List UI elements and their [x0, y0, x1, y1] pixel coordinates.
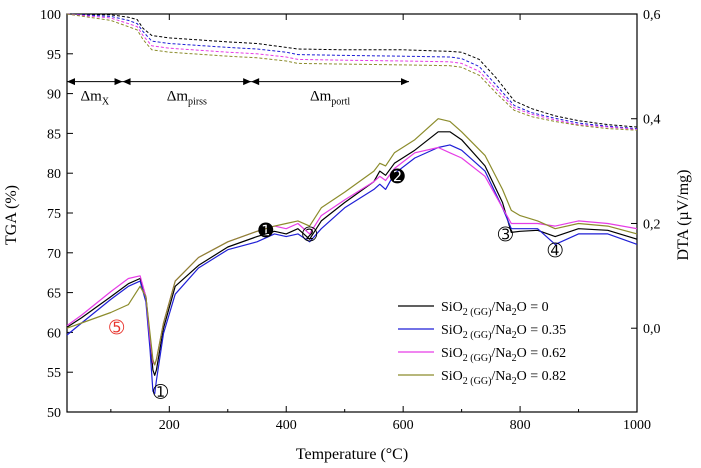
arrow-head-right-icon [243, 78, 252, 86]
peak-marker: ➋ [390, 166, 405, 186]
delta-m-label: ΔmX [80, 89, 109, 108]
x-tick-label: 600 [393, 418, 414, 433]
y-left-tick-label: 75 [47, 207, 61, 222]
arrow-head-left-icon [122, 78, 131, 86]
delta-m-label: Δmportl [310, 89, 350, 108]
y-left-tick-label: 55 [47, 366, 61, 381]
tga-curve-series-0 [66, 13, 638, 128]
y-left-tick-label: 80 [47, 167, 61, 182]
y-right-tick-label: 0,2 [643, 217, 661, 232]
y-left-axis-title: TGA (%) [3, 185, 20, 245]
legend-label-3: SiO2 (GG)/Na2O = 0.82 [441, 369, 566, 387]
delta-m-label: Δmpirss [167, 89, 207, 108]
arrow-head-right-icon [401, 78, 409, 86]
x-tick-label: 1000 [623, 418, 651, 433]
peak-marker: ➀ [153, 382, 168, 402]
peak-marker: ➁ [302, 224, 317, 244]
delta-m-label-main: Δm [167, 89, 189, 105]
arrow-head-left-icon [67, 78, 75, 86]
legend-label-2: SiO2 (GG)/Na2O = 0.62 [441, 346, 566, 364]
y-left-tick-label: 50 [47, 406, 61, 421]
axis-ticks: 200 400 600 800 1000 50 55 60 65 70 75 80 85 90 95 100 0… [40, 8, 661, 433]
y-right-tick-label: 0,0 [643, 322, 661, 337]
delta-m-label-main: Δm [80, 89, 102, 105]
y-right-tick-label: 0,6 [643, 8, 661, 23]
peak-marker: ➊ [258, 221, 273, 241]
y-right-tick-label: 0,4 [643, 113, 661, 128]
x-axis-title: Temperature (°C) [296, 446, 408, 463]
legend: SiO2 (GG)/Na2O = 0 SiO2 (GG)/Na2O = 0.35 S… [398, 300, 566, 387]
y-left-tick-label: 65 [47, 287, 61, 302]
legend-label-1: SiO2 (GG)/Na2O = 0.35 [441, 323, 566, 341]
arrow-head-left-icon [251, 78, 260, 86]
y-right-axis-title: DTA (µV/mg) [675, 169, 692, 260]
y-left-tick-label: 90 [47, 88, 61, 103]
dta-curve-series-1 [66, 144, 638, 395]
arrow-head-right-icon [114, 78, 123, 86]
series-layer [66, 13, 638, 395]
peak-marker: ➃ [548, 240, 563, 260]
legend-label-0: SiO2 (GG)/Na2O = 0 [441, 300, 549, 318]
delta-m-label-main: Δm [310, 89, 332, 105]
y-left-tick-label: 60 [47, 326, 61, 341]
x-tick-label: 400 [276, 418, 297, 433]
tga-curve-series-3 [66, 13, 638, 131]
y-left-tick-label: 95 [47, 48, 61, 63]
x-tick-label: 800 [510, 418, 531, 433]
peak-marker: ➂ [498, 224, 513, 244]
peak-marker: ➄ [109, 318, 124, 338]
tga-curve-series-1 [66, 13, 638, 130]
delta-m-label-sub: portl [331, 97, 350, 108]
y-left-tick-label: 70 [47, 247, 61, 262]
y-left-tick-label: 85 [47, 127, 61, 142]
y-left-tick-label: 100 [40, 8, 61, 23]
delta-m-label-sub: X [102, 97, 110, 108]
x-tick-label: 200 [159, 418, 180, 433]
delta-m-label-sub: pirss [188, 97, 207, 108]
dta-curve-series-3 [66, 118, 638, 366]
